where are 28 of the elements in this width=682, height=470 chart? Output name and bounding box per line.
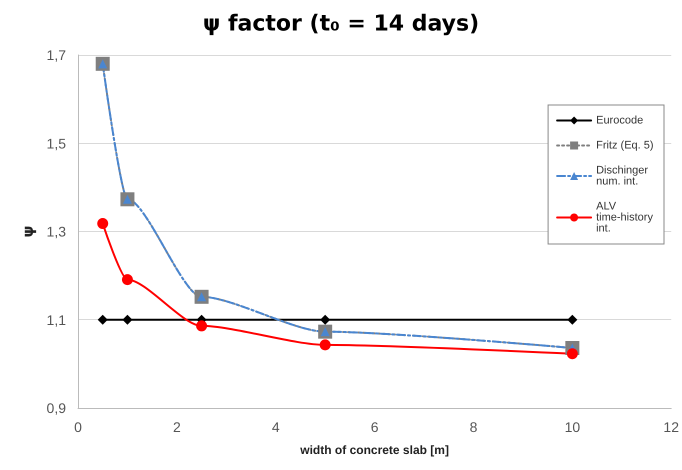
x-tick-label: 8 (470, 419, 478, 435)
x-tick-label: 6 (370, 419, 379, 435)
y-axis-title: ψ (19, 226, 38, 238)
point (567, 314, 578, 325)
point (97, 218, 108, 230)
legend-label: Fritz (Eq. 5) (596, 140, 654, 152)
point (566, 348, 578, 360)
y-tick-label: 1,3 (46, 224, 66, 240)
x-tick-label: 0 (74, 419, 82, 435)
point (320, 314, 330, 325)
y-tick-label: 1,1 (46, 312, 66, 328)
y-tick-label: 1,7 (46, 47, 66, 63)
x-axis-title: width of concrete slab [m] (299, 443, 449, 457)
x-tick-label: 2 (172, 419, 181, 435)
legend-label: ALV time-history int. (596, 200, 656, 234)
chart-title: ψ factor (t₀ = 14 days) (202, 12, 480, 36)
point (122, 314, 132, 325)
legend-label: Dischinger num. int. (596, 164, 652, 188)
point (196, 320, 208, 332)
x-tick-label: 10 (564, 419, 580, 435)
point (122, 274, 133, 286)
x-tick-label: 12 (663, 419, 680, 435)
point (98, 314, 108, 325)
point (320, 339, 331, 350)
y-tick-label: 0,9 (46, 400, 66, 416)
x-tick-label: 4 (272, 419, 280, 435)
legend-label: Eurocode (596, 114, 644, 126)
y-tick-label: 1,5 (46, 135, 66, 152)
